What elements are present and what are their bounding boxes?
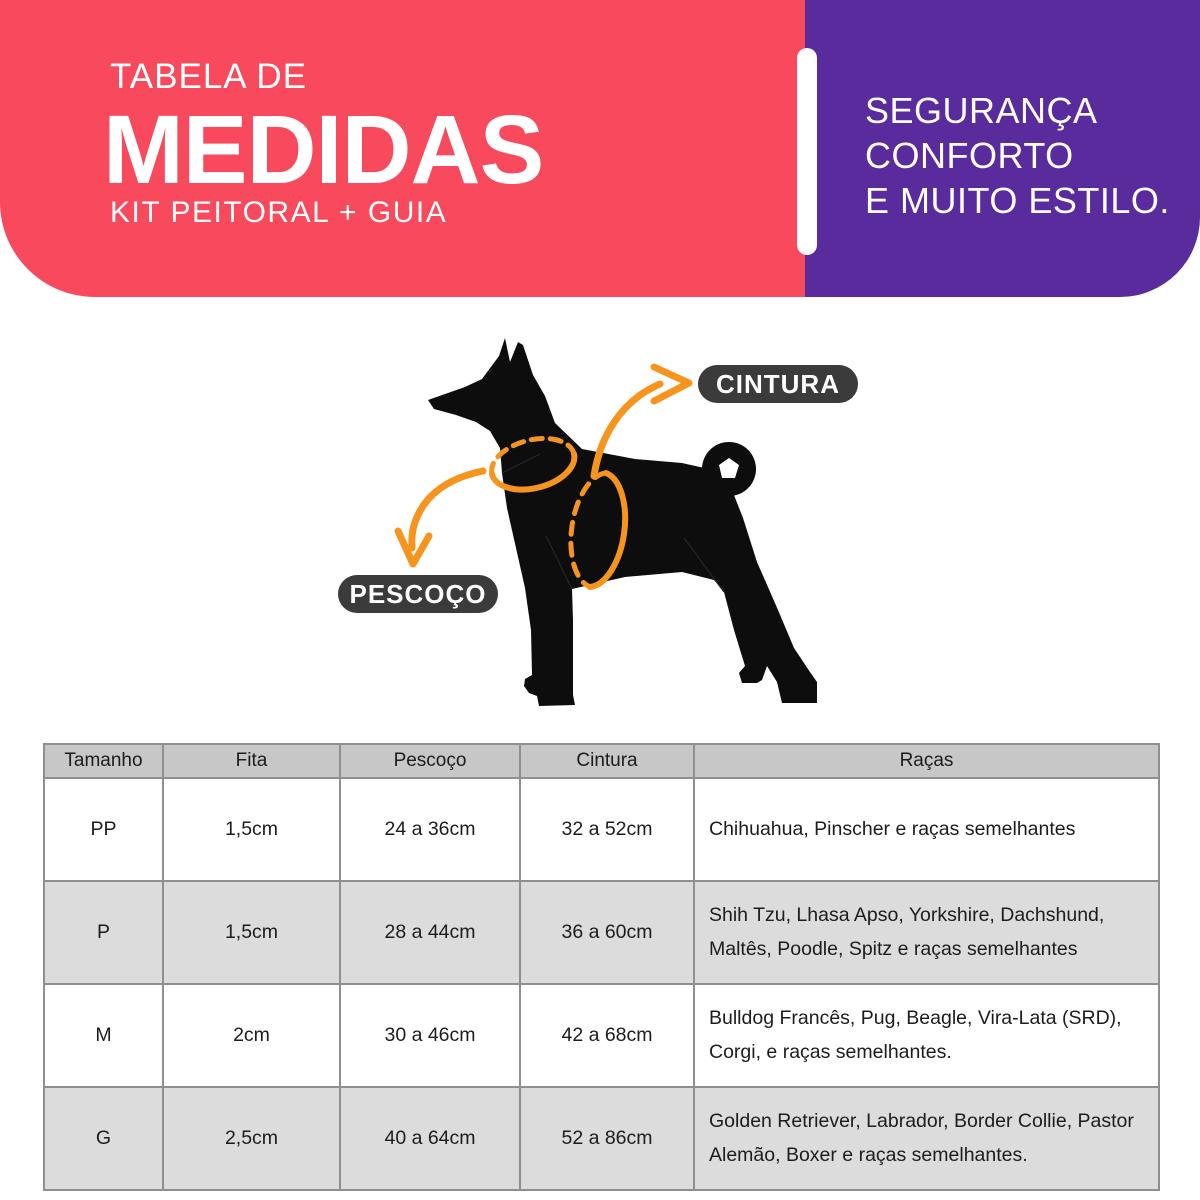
col-header-cintura: Cintura — [519, 743, 695, 779]
title-line-1: TABELA DE — [110, 57, 308, 96]
cell-waist: 52 a 86cm — [519, 1086, 695, 1191]
cell-strap: 1,5cm — [162, 777, 341, 882]
dog-measurement-diagram — [394, 338, 817, 706]
cell-breeds: Bulldog Francês, Pug, Beagle, Vira-Lata … — [693, 983, 1160, 1088]
title-subtitle: KIT PEITORAL + GUIA — [110, 196, 448, 229]
waist-arrowhead — [650, 363, 693, 405]
cell-neck: 30 a 46cm — [339, 983, 521, 1088]
neck-arrowhead — [394, 527, 433, 568]
col-header-pescoco: Pescoço — [339, 743, 521, 779]
col-header-tamanho: Tamanho — [43, 743, 164, 779]
cell-strap: 2cm — [162, 983, 341, 1088]
pink-banner — [0, 0, 805, 297]
neck-band-solid — [489, 451, 578, 493]
banner-divider — [797, 48, 817, 255]
cell-neck: 28 a 44cm — [339, 880, 521, 985]
table-row-p: P 1,5cm 28 a 44cm 36 a 60cm Shih Tzu, Lh… — [43, 880, 1160, 985]
cell-size: M — [43, 983, 164, 1088]
cell-strap: 1,5cm — [162, 880, 341, 985]
purple-banner — [805, 0, 1200, 297]
table-row-pp: PP 1,5cm 24 a 36cm 32 a 52cm Chihuahua, … — [43, 777, 1160, 882]
cell-waist: 32 a 52cm — [519, 777, 695, 882]
cell-size: P — [43, 880, 164, 985]
title-line-2: MEDIDAS — [103, 95, 544, 204]
table-header-row: Tamanho Fita Pescoço Cintura Raças — [43, 743, 1160, 779]
dog-facet-lines — [501, 453, 725, 593]
cell-size: PP — [43, 777, 164, 882]
cell-size: G — [43, 1086, 164, 1191]
cell-waist: 36 a 60cm — [519, 880, 695, 985]
tagline: SEGURANÇA CONFORTO E MUITO ESTILO. — [865, 88, 1170, 223]
cell-breeds: Chihuahua, Pinscher e raças semelhantes — [693, 777, 1160, 882]
size-table: Tamanho Fita Pescoço Cintura Raças PP 1,… — [43, 743, 1160, 1191]
cell-strap: 2,5cm — [162, 1086, 341, 1191]
neck-arrow-curve — [408, 467, 487, 552]
waist-band-solid — [587, 470, 629, 590]
cell-waist: 42 a 68cm — [519, 983, 695, 1088]
dog-tail-hole — [719, 458, 739, 478]
col-header-fita: Fita — [162, 743, 341, 779]
cell-neck: 40 a 64cm — [339, 1086, 521, 1191]
neck-label-badge: PESCOÇO — [338, 575, 498, 613]
tagline-line-2: CONFORTO — [865, 135, 1074, 176]
neck-band-dashed — [489, 435, 577, 477]
tagline-line-1: SEGURANÇA — [865, 90, 1098, 131]
waist-arrow-curve — [590, 380, 664, 480]
table-row-g: G 2,5cm 40 a 64cm 52 a 86cm Golden Retri… — [43, 1086, 1160, 1191]
col-header-racas: Raças — [693, 743, 1160, 779]
waist-label-badge: CINTURA — [698, 365, 858, 403]
table-row-m: M 2cm 30 a 46cm 42 a 68cm Bulldog Francê… — [43, 983, 1160, 1088]
cell-breeds: Shih Tzu, Lhasa Apso, Yorkshire, Dachshu… — [693, 880, 1160, 985]
cell-neck: 24 a 36cm — [339, 777, 521, 882]
tagline-line-3: E MUITO ESTILO. — [865, 180, 1170, 221]
cell-breeds: Golden Retriever, Labrador, Border Colli… — [693, 1086, 1160, 1191]
